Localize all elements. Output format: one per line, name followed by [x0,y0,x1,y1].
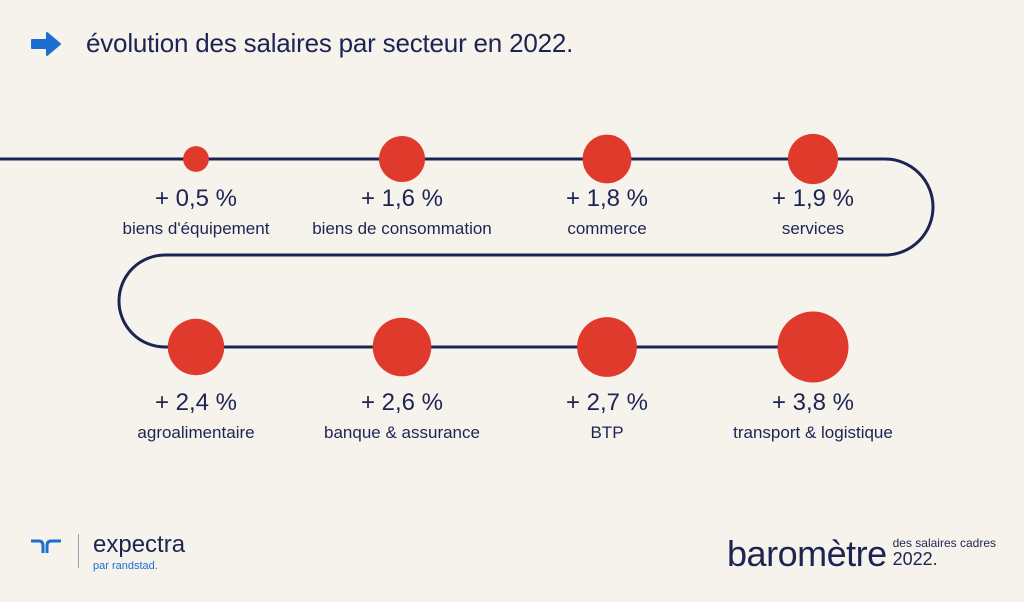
bubble-4 [167,318,225,376]
chart-marks: + 0,5 % biens d'équipement + 1,6 % biens de… [123,133,893,442]
category-label-7: transport & logistique [733,423,893,442]
value-label-3: + 1,9 % [772,185,854,212]
expectra-logo: expectra par randstad. [30,532,185,572]
randstad-logo-icon [31,539,61,553]
value-label-2: + 1,8 % [566,185,648,212]
category-label-1: biens de consommation [312,219,492,238]
category-label-4: agroalimentaire [137,423,254,442]
brand-name: expectra [93,531,186,558]
bubble-0 [183,146,209,172]
value-label-5: + 2,6 % [361,389,443,416]
brand-separator [78,534,79,568]
barometre-logo: baromètre des salaires cadres 2022. [727,536,996,572]
header: évolution des salaires par secteur en 20… [30,28,573,59]
category-label-6: BTP [590,423,623,442]
bubble-3 [787,133,839,185]
bubble-5 [372,317,432,377]
category-label-2: commerce [567,219,646,238]
bubble-7 [777,311,849,383]
timeline-path [0,157,935,349]
value-label-4: + 2,4 % [155,389,237,416]
page-title: évolution des salaires par secteur en 20… [86,28,574,58]
barometre-word: baromètre [727,533,887,574]
value-label-6: + 2,7 % [566,389,648,416]
value-label-7: + 3,8 % [772,389,854,416]
arrow-right-icon [31,31,61,56]
value-label-1: + 1,6 % [361,185,443,212]
barometre-subtitle: des salaires cadres [892,536,996,550]
value-label-0: + 0,5 % [155,185,237,212]
barometre-year: 2022. [892,549,938,569]
category-label-3: services [782,219,844,238]
bubble-6 [577,317,637,377]
bubble-1 [379,136,425,182]
brand-subtitle: par randstad. [93,560,158,572]
category-label-5: banque & assurance [324,423,480,442]
category-label-0: biens d'équipement [123,219,270,238]
bubble-2 [582,134,632,184]
